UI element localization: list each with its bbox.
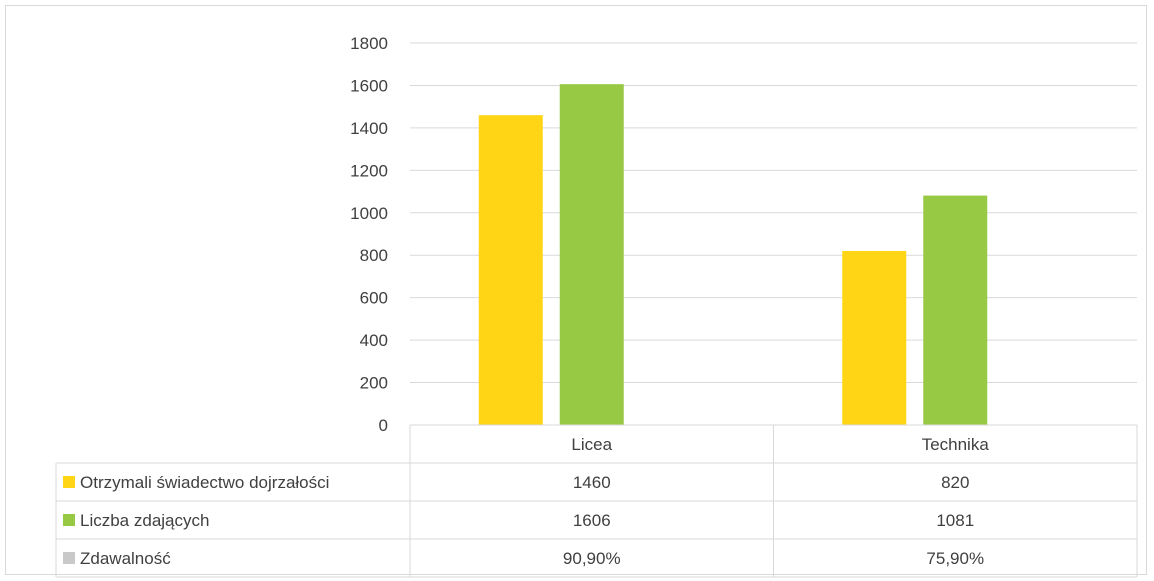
y-tick-label: 0	[379, 416, 388, 435]
series-name: Liczba zdających	[80, 511, 209, 530]
category-label: Technika	[922, 435, 990, 454]
y-tick-label: 200	[360, 374, 388, 393]
y-tick-label: 1800	[350, 34, 388, 53]
series-name: Zdawalność	[80, 549, 171, 568]
table-value: 1606	[573, 511, 611, 530]
legend-key	[63, 552, 75, 564]
y-tick-label: 1000	[350, 204, 388, 223]
table-value: 1081	[936, 511, 974, 530]
legend-key	[63, 476, 75, 488]
table-value: 75,90%	[926, 549, 984, 568]
table-value: 90,90%	[563, 549, 621, 568]
y-tick-label: 800	[360, 246, 388, 265]
y-tick-label: 1600	[350, 76, 388, 95]
data-table: Licea Technika Otrzymali świadectwo dojrza…	[55, 424, 1138, 578]
series-name: Otrzymali świadectwo dojrzałości	[80, 473, 329, 492]
bars	[478, 84, 1069, 426]
y-tick-label: 600	[360, 289, 388, 308]
y-axis-tick-labels: 0 200 400 600 800 1000 1200 1400 1600 1800	[350, 34, 388, 435]
category-label: Licea	[571, 435, 612, 454]
y-tick-label: 1200	[350, 161, 388, 180]
table-value: 820	[941, 473, 969, 492]
bar	[842, 250, 907, 425]
bar	[559, 84, 624, 425]
table-value: 1460	[573, 473, 611, 492]
y-tick-label: 400	[360, 331, 388, 350]
y-tick-label: 1400	[350, 119, 388, 138]
bar	[478, 115, 543, 426]
bar	[923, 195, 988, 425]
legend-key	[63, 514, 75, 526]
